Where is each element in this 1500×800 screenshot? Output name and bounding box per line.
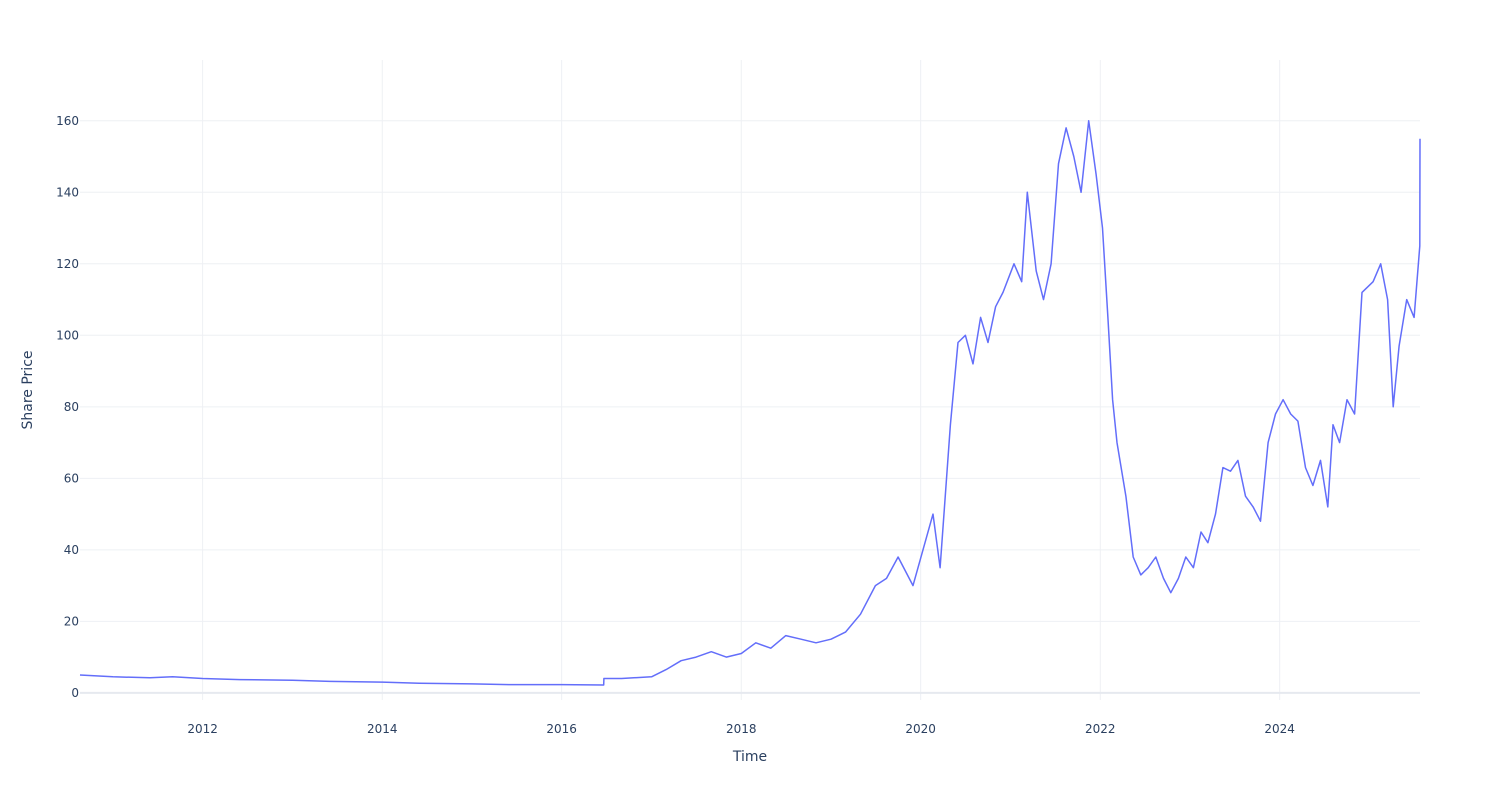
y-tick-label: 160 [56,114,79,128]
x-gridlines [202,60,1281,700]
y-tick-label: 60 [64,471,79,485]
y-tick-label: 140 [56,185,79,199]
x-tick-label: 2014 [367,722,398,736]
y-tick-labels: 0 20 40 60 80 100 120 140 160 [56,114,79,700]
x-axis-title: Time [732,749,767,765]
x-tick-label: 2012 [187,722,218,736]
x-tick-label: 2016 [546,722,577,736]
x-tick-label: 2020 [905,722,936,736]
x-tick-labels: 2012 2014 2016 2018 2020 2022 2024 [187,722,1295,736]
series-line [79,120,1421,686]
y-tick-label: 100 [56,328,79,342]
y-tick-label: 80 [64,400,79,414]
y-axis-title: Share Price [20,350,36,429]
x-tick-label: 2018 [726,722,757,736]
y-tick-label: 0 [71,686,79,700]
y-tick-label: 120 [56,257,79,271]
y-tick-label: 20 [64,614,79,628]
x-tick-label: 2022 [1085,722,1116,736]
y-gridlines [80,120,1420,622]
y-tick-label: 40 [64,543,79,557]
x-tick-label: 2024 [1264,722,1295,736]
